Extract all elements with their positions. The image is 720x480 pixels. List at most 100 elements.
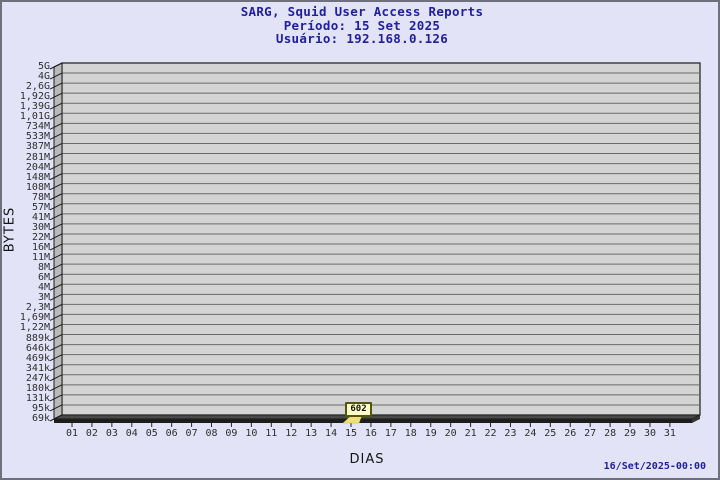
y-tick-label: 57M xyxy=(31,201,50,213)
y-tick-mark xyxy=(49,213,63,221)
x-tick-label: 24 xyxy=(524,428,537,439)
period-subtitle: Período: 15 Set 2025 xyxy=(283,17,441,33)
y-tick-label: 6M xyxy=(37,272,50,284)
floor-top xyxy=(53,414,701,420)
y-tick-mark xyxy=(49,193,63,201)
y-tick-label: 281M xyxy=(25,151,50,163)
bar-value-label: 602 xyxy=(345,402,372,417)
chart-header: SARG, Squid User Access Reports Período:… xyxy=(7,5,717,46)
y-tick-label: 204M xyxy=(25,161,50,173)
y-tick-mark xyxy=(49,112,63,120)
y-tick-mark xyxy=(49,344,63,352)
y-tick-mark xyxy=(49,183,63,191)
x-tick-label: 30 xyxy=(643,428,656,439)
x-tick-label: 14 xyxy=(325,428,338,439)
x-tick-label: 17 xyxy=(384,428,397,439)
y-tick-mark xyxy=(49,334,63,341)
y-tick-label: 180k xyxy=(25,382,50,394)
y-tick-mark xyxy=(49,132,63,140)
y-tick-mark xyxy=(49,293,63,301)
x-axis-title: DIAS xyxy=(349,452,385,467)
y-tick-label: 4M xyxy=(37,282,50,294)
x-tick-label: 15 xyxy=(344,428,358,439)
y-tick-label: 4G xyxy=(37,71,50,83)
y-tick-label: 41M xyxy=(31,211,50,223)
y-tick-mark xyxy=(49,233,63,241)
plot-area xyxy=(61,62,701,416)
x-tick-label: 16 xyxy=(364,428,377,439)
y-tick-label: 2,6G xyxy=(25,81,50,93)
x-tick-label: 26 xyxy=(564,428,577,439)
x-tick-label: 06 xyxy=(165,428,178,439)
x-tick-label: 10 xyxy=(245,428,258,439)
y-tick-mark xyxy=(49,102,63,110)
y-tick-label: 1,92G xyxy=(19,91,50,103)
y-tick-label: 16M xyxy=(31,242,50,254)
x-tick-label: 01 xyxy=(65,428,79,439)
y-tick-label: 469k xyxy=(25,352,50,364)
y-tick-mark xyxy=(49,384,63,392)
y-tick-mark xyxy=(49,173,63,181)
y-tick-label: 30M xyxy=(31,221,50,233)
y-tick-label: 533M xyxy=(25,131,50,143)
y-tick-mark xyxy=(49,364,63,372)
y-tick-mark xyxy=(49,223,63,231)
y-tick-label: 11M xyxy=(31,252,50,264)
y-tick-label: 8M xyxy=(37,262,50,274)
x-tick-label: 07 xyxy=(185,428,198,439)
x-tick-label: 08 xyxy=(205,428,218,439)
x-tick-label: 20 xyxy=(444,428,457,439)
y-tick-mark xyxy=(49,303,63,311)
y-tick-mark xyxy=(49,62,63,70)
floor-right-edge xyxy=(692,415,700,423)
y-tick-mark xyxy=(49,324,63,331)
y-tick-label: 2,3M xyxy=(25,302,50,314)
x-tick-label: 04 xyxy=(125,428,138,439)
y-tick-mark xyxy=(49,404,63,412)
x-tick-label: 05 xyxy=(145,428,158,439)
y-tick-mark xyxy=(49,283,63,291)
floor-front xyxy=(54,419,692,423)
y-tick-mark xyxy=(49,203,63,211)
y-tick-mark xyxy=(49,243,63,251)
x-tick-label: 09 xyxy=(225,428,238,439)
generation-timestamp: 16/Set/2025-00:00 xyxy=(603,461,706,472)
x-tick-label: 19 xyxy=(424,428,437,439)
x-tick-label: 13 xyxy=(305,428,318,439)
y-tick-label: 131k xyxy=(25,392,50,404)
y-tick-mark xyxy=(49,354,63,362)
x-tick-label: 27 xyxy=(584,428,597,439)
y-tick-label: 1,01G xyxy=(19,111,50,123)
y-tick-label: 1,69M xyxy=(19,312,50,324)
y-tick-label: 69k xyxy=(31,413,50,424)
x-tick-label: 31 xyxy=(663,428,676,439)
y-tick-label: 95k xyxy=(31,402,50,414)
y-tick-mark xyxy=(49,253,63,261)
x-tick-label: 25 xyxy=(544,428,557,439)
y-tick-mark xyxy=(49,263,63,271)
y-tick-label: 247k xyxy=(25,372,50,384)
x-tick-label: 02 xyxy=(85,428,98,439)
y-tick-label: 5G xyxy=(37,61,50,72)
y-tick-mark xyxy=(49,122,63,130)
x-tick-label: 29 xyxy=(624,428,637,439)
y-tick-label: 341k xyxy=(25,362,50,374)
y-tick-label: 78M xyxy=(31,191,50,203)
y-axis-title: BYTES xyxy=(2,206,18,253)
y-tick-mark xyxy=(49,394,63,402)
x-tick-label: 11 xyxy=(265,428,278,439)
y-tick-mark xyxy=(49,163,63,171)
x-tick-label: 12 xyxy=(285,428,298,439)
y-tick-mark xyxy=(49,72,63,80)
y-tick-label: 1,39G xyxy=(19,101,50,113)
y-tick-label: 387M xyxy=(25,141,50,153)
y-tick-label: 889k xyxy=(25,332,50,344)
x-tick-label: 18 xyxy=(404,428,417,439)
x-tick-label: 23 xyxy=(504,428,517,439)
y-tick-mark xyxy=(49,92,63,100)
y-tick-label: 646k xyxy=(25,342,50,354)
user-subtitle: Usuário: 192.168.0.126 xyxy=(275,31,449,46)
y-tick-label: 3M xyxy=(37,292,50,304)
